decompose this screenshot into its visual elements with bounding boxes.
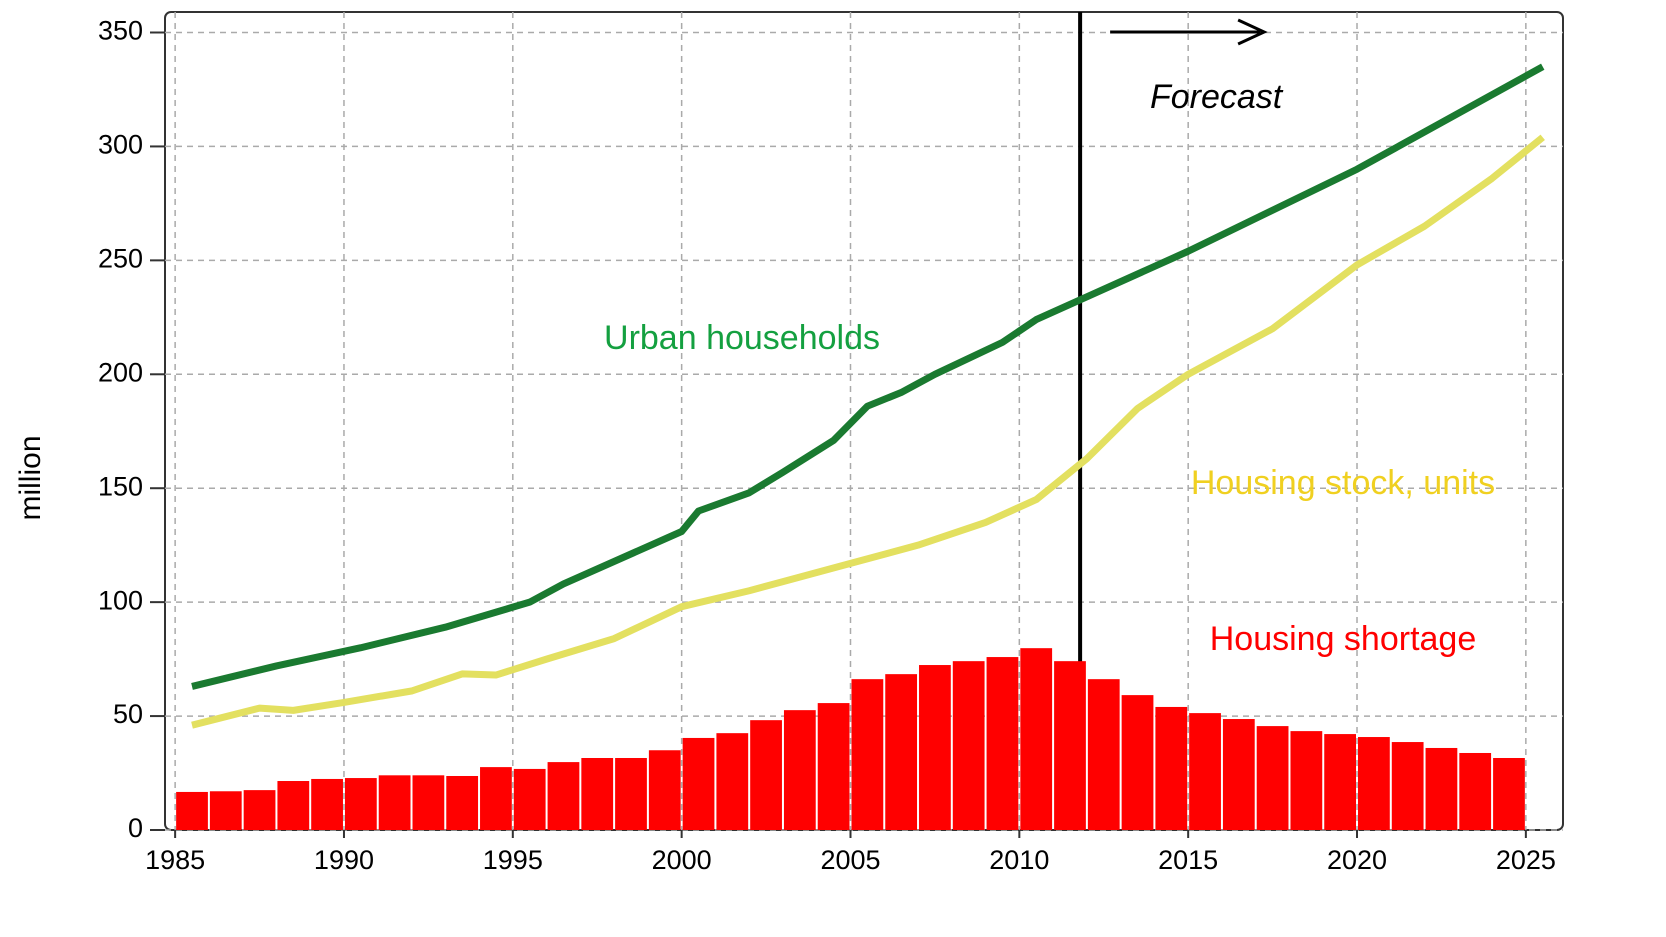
bar bbox=[952, 661, 985, 830]
bar bbox=[581, 757, 614, 830]
x-tick-label: 2005 bbox=[820, 845, 880, 875]
bar bbox=[648, 750, 681, 830]
bar bbox=[817, 703, 850, 830]
series-label: Urban households bbox=[604, 319, 880, 357]
bar bbox=[1020, 648, 1053, 830]
y-tick-label: 350 bbox=[98, 16, 143, 46]
arrow-head bbox=[1237, 18, 1268, 46]
bar bbox=[446, 775, 479, 830]
bar bbox=[513, 768, 546, 830]
x-tick-label: 2015 bbox=[1158, 845, 1218, 875]
bar bbox=[1459, 752, 1492, 830]
y-tick-label: 150 bbox=[98, 471, 143, 501]
annotation: Forecast bbox=[1150, 78, 1284, 116]
y-axis-label: million bbox=[14, 435, 47, 520]
bar bbox=[1189, 713, 1221, 830]
bar bbox=[243, 790, 276, 830]
bar bbox=[885, 674, 918, 830]
bar bbox=[750, 720, 782, 830]
bar bbox=[851, 679, 884, 830]
bar bbox=[1087, 679, 1120, 830]
bar bbox=[209, 791, 242, 830]
bar bbox=[1290, 731, 1323, 830]
bar bbox=[412, 775, 445, 830]
y-tick-label: 200 bbox=[98, 357, 143, 387]
bar bbox=[783, 710, 816, 830]
x-tick-label: 1995 bbox=[483, 845, 543, 875]
bar bbox=[986, 657, 1019, 830]
bar bbox=[1256, 726, 1289, 830]
bar bbox=[1121, 695, 1154, 830]
bar bbox=[1391, 742, 1424, 830]
y-tick-label: 250 bbox=[98, 243, 143, 273]
series-label: Housing stock, units bbox=[1191, 464, 1495, 502]
x-tick-label: 2000 bbox=[652, 845, 712, 875]
y-tick-label: 100 bbox=[98, 585, 143, 615]
y-tick-label: 50 bbox=[113, 699, 143, 729]
bar bbox=[1425, 747, 1458, 830]
x-tick-label: 2020 bbox=[1327, 845, 1387, 875]
bar bbox=[716, 733, 749, 830]
bar bbox=[682, 737, 715, 830]
bar bbox=[176, 791, 208, 830]
bar bbox=[919, 665, 951, 830]
x-tick-label: 1990 bbox=[314, 845, 374, 875]
bar bbox=[615, 757, 647, 830]
bar bbox=[1324, 734, 1357, 830]
bar bbox=[1155, 706, 1188, 830]
bar bbox=[277, 781, 310, 830]
y-tick-label: 0 bbox=[128, 813, 143, 843]
bar bbox=[1493, 757, 1525, 830]
bar bbox=[344, 778, 377, 830]
bar bbox=[1222, 719, 1255, 830]
line bbox=[191, 63, 1545, 690]
bar bbox=[480, 767, 512, 830]
bar bbox=[378, 775, 411, 830]
bar bbox=[311, 778, 343, 830]
x-tick-label: 2025 bbox=[1496, 845, 1556, 875]
bar bbox=[1358, 737, 1390, 830]
series-label: Housing shortage bbox=[1210, 620, 1477, 658]
x-tick-label: 2010 bbox=[989, 845, 1049, 875]
x-tick-label: 1985 bbox=[145, 845, 205, 875]
y-tick-label: 300 bbox=[98, 130, 143, 160]
line bbox=[191, 134, 1545, 729]
bar bbox=[547, 762, 580, 830]
bar bbox=[1054, 661, 1086, 830]
